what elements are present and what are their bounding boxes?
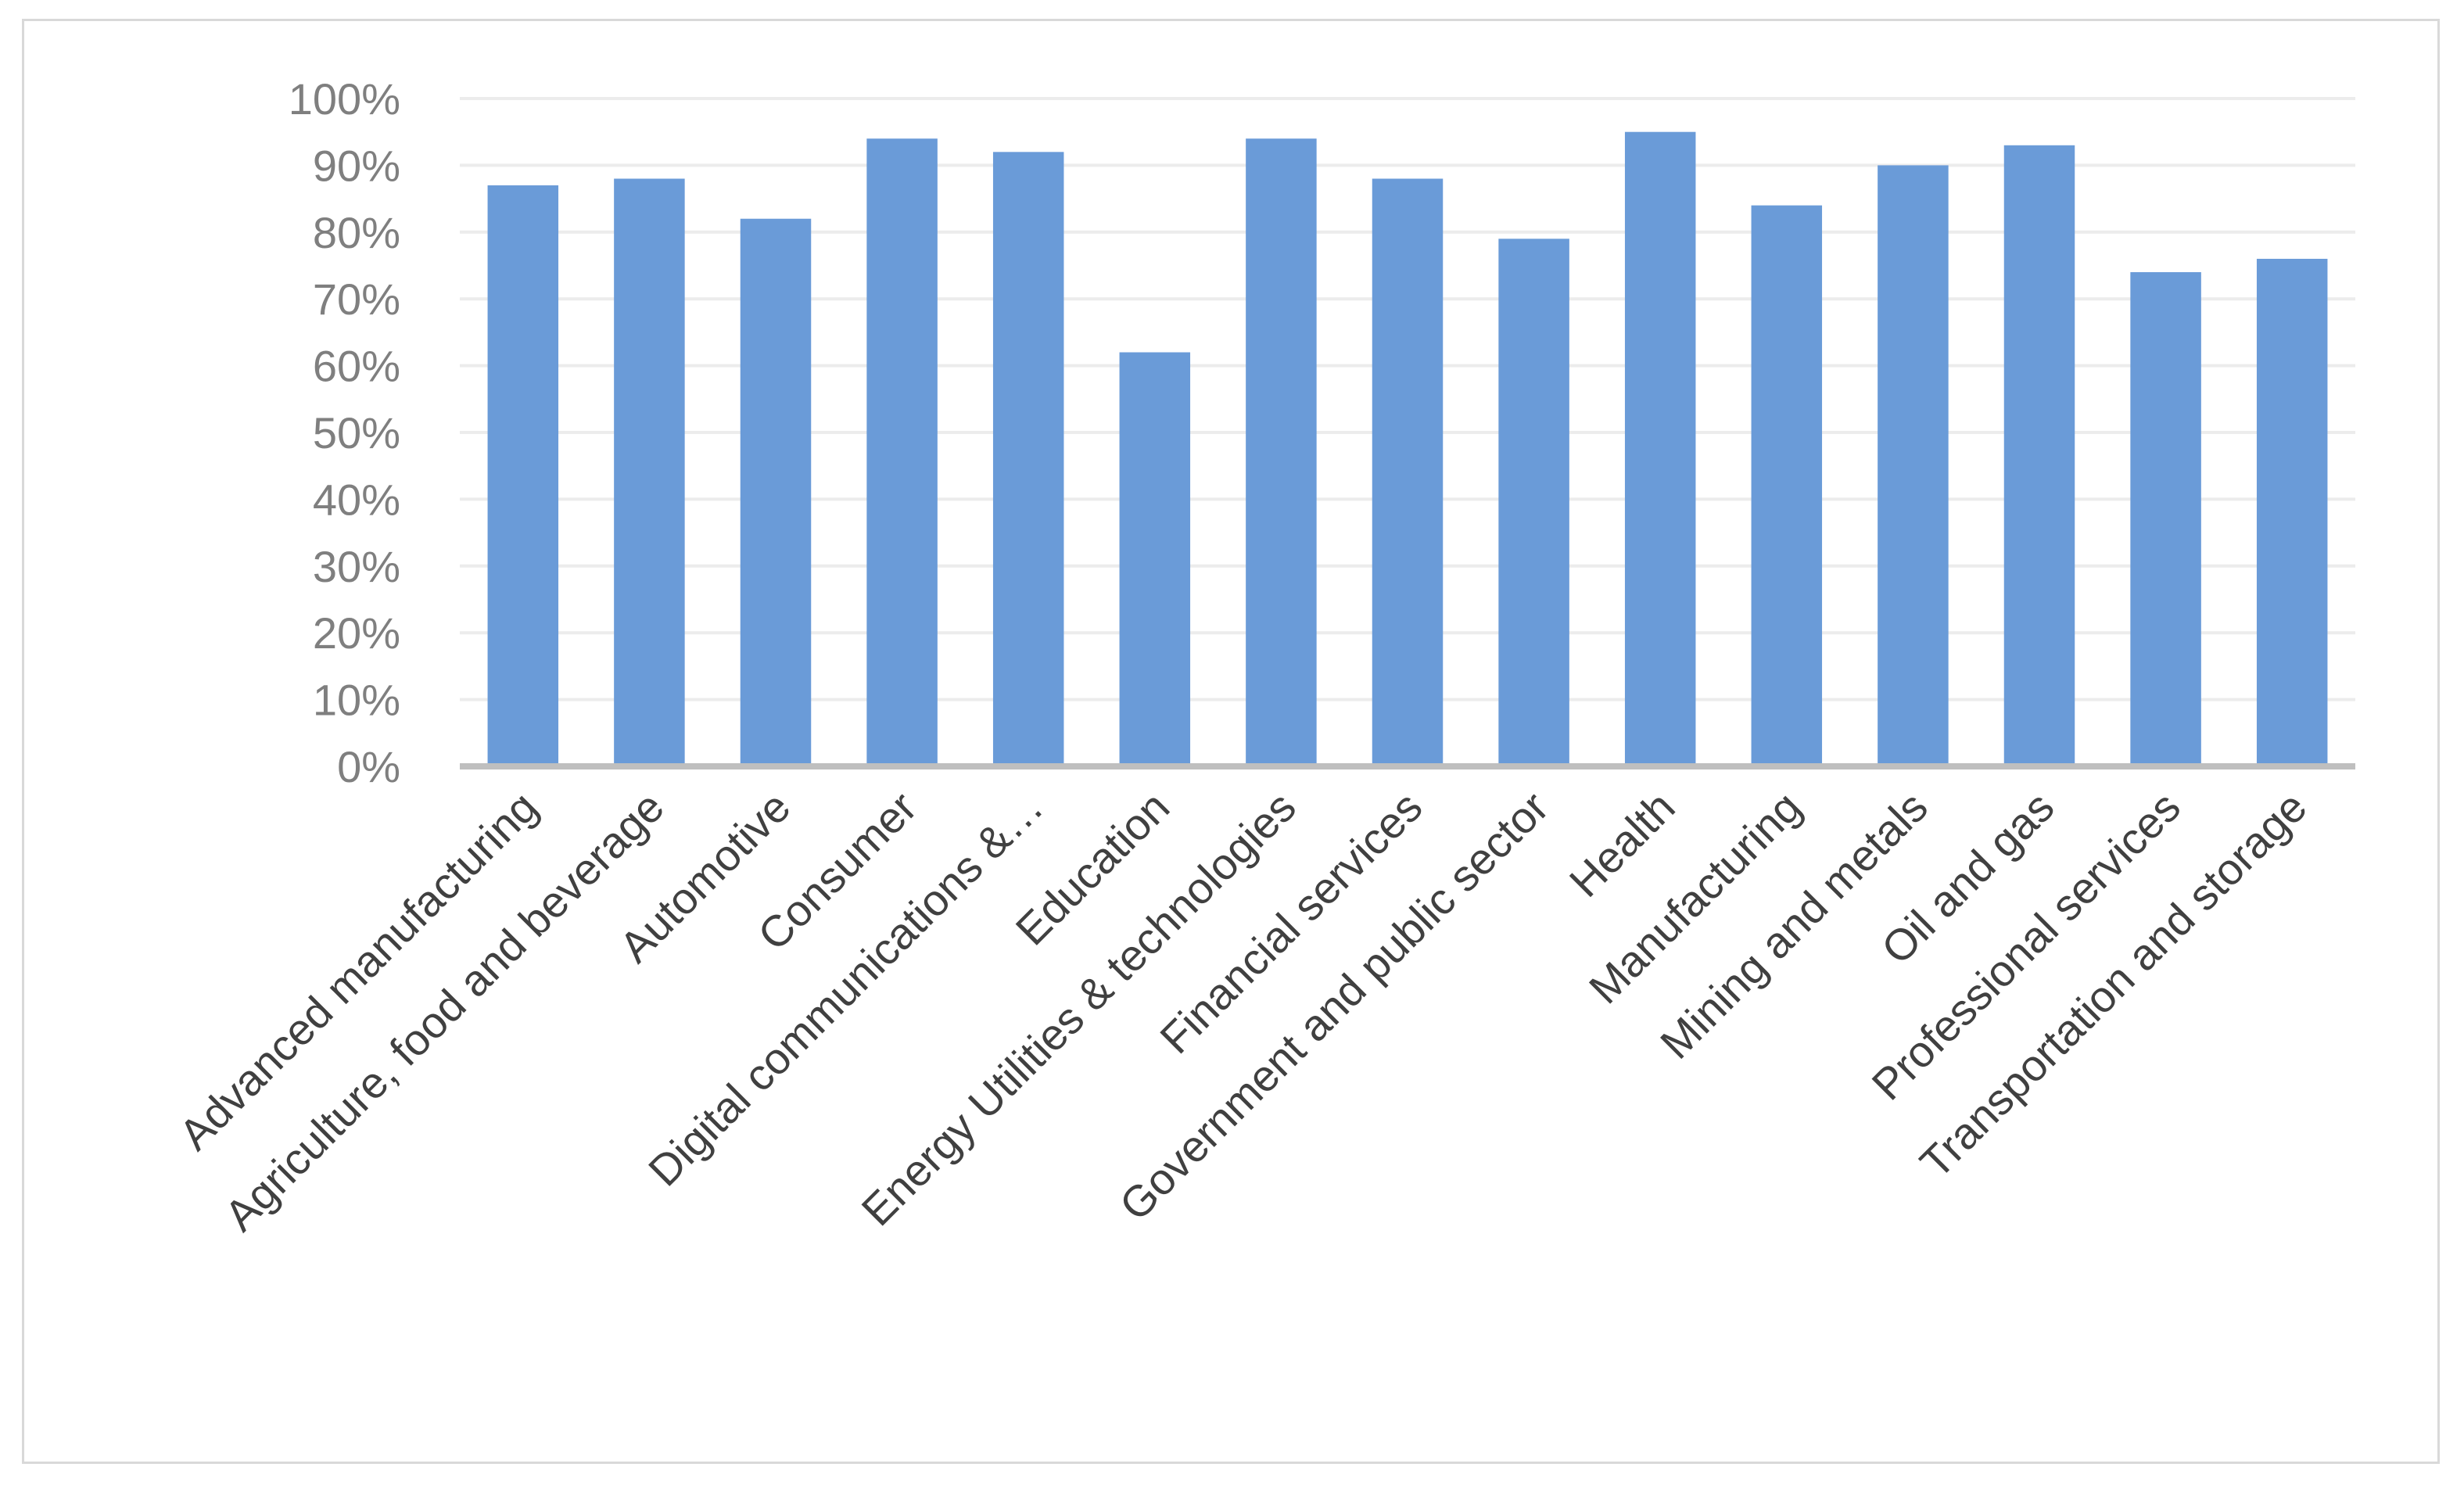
y-tick-label: 30% [313,542,400,591]
bar [487,185,559,766]
y-tick-label: 0% [337,742,400,791]
bar [1246,138,1317,767]
bar [1119,352,1191,766]
bar [2256,258,2328,767]
y-tick-label: 70% [313,274,400,324]
bar [740,218,812,767]
y-tick-label: 40% [313,475,400,524]
bar [2003,145,2075,766]
x-category-label: Health [1560,782,1684,906]
y-tick-label: 90% [313,141,400,190]
y-tick-label: 80% [313,208,400,257]
y-tick-label: 100% [289,74,400,124]
bar [1624,131,1696,766]
bar [992,152,1064,766]
y-tick-label: 60% [313,342,400,391]
bar [866,138,938,767]
y-tick-label: 50% [313,408,400,457]
bars [487,131,2328,767]
bar [1498,239,1569,767]
bar [1372,178,1444,767]
y-tick-label: 20% [313,608,400,658]
bar [2130,272,2201,766]
bar [1878,165,1949,766]
bar [614,178,685,767]
y-tick-label: 10% [313,676,400,725]
bar [1751,205,1823,766]
y-axis-tick-labels: 0% 10% 20% 30% 40% 50% 60% 70% 80% 90% 100% [289,74,400,791]
